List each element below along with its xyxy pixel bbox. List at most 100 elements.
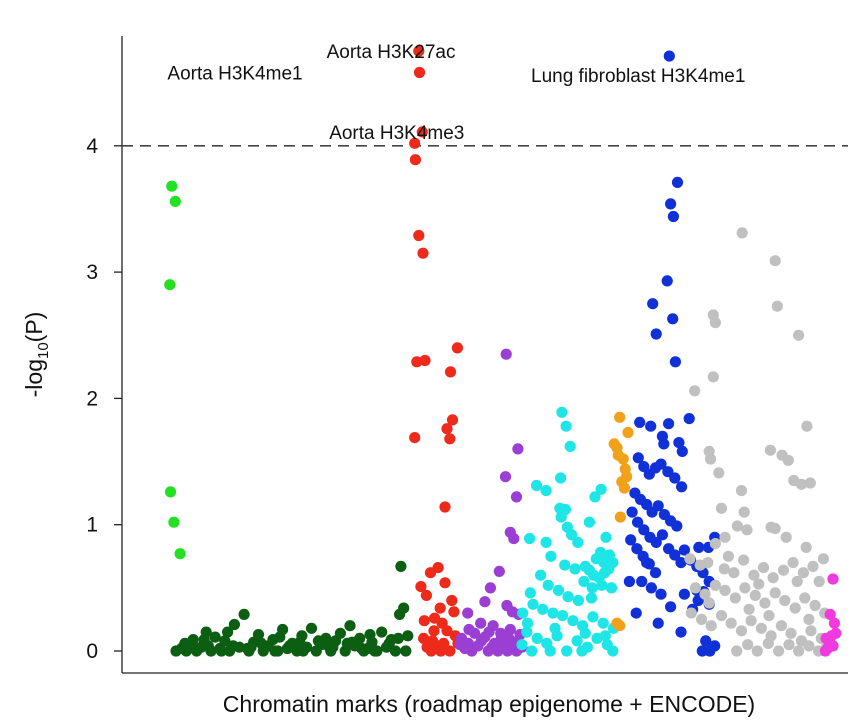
data-point xyxy=(671,520,683,532)
data-point xyxy=(828,617,841,629)
data-point xyxy=(603,563,615,575)
data-point xyxy=(346,636,358,648)
data-point xyxy=(500,348,512,360)
data-point xyxy=(622,426,634,439)
data-point xyxy=(283,640,296,652)
data-point xyxy=(757,562,770,574)
data-point xyxy=(508,533,520,545)
data-point xyxy=(704,645,716,657)
data-point xyxy=(661,275,673,287)
y-axis-title: -log10(P) xyxy=(21,312,52,398)
data-point xyxy=(783,639,795,651)
data-point xyxy=(649,567,662,579)
data-point xyxy=(420,589,432,602)
data-point xyxy=(187,634,199,646)
data-point xyxy=(418,632,430,645)
data-point xyxy=(446,594,458,607)
data-point xyxy=(632,516,644,528)
y-tick-label: 4 xyxy=(86,135,98,158)
data-point xyxy=(607,645,619,657)
data-point xyxy=(395,560,407,573)
data-point xyxy=(669,356,682,368)
data-point xyxy=(472,640,484,652)
data-point xyxy=(415,581,427,593)
data-point xyxy=(441,423,453,435)
data-point xyxy=(685,607,697,619)
data-point xyxy=(578,575,590,588)
data-point xyxy=(439,577,451,589)
data-point xyxy=(398,602,410,614)
y-tick-label: 3 xyxy=(86,261,98,284)
data-point xyxy=(597,617,609,629)
data-point xyxy=(555,511,567,523)
data-point xyxy=(684,553,696,565)
data-point xyxy=(663,50,675,62)
data-point xyxy=(364,629,376,641)
data-point xyxy=(334,627,346,639)
data-point xyxy=(663,418,675,430)
data-point xyxy=(297,645,309,657)
data-point xyxy=(219,635,231,647)
data-point xyxy=(782,454,794,466)
data-point xyxy=(586,582,598,594)
data-point xyxy=(535,569,547,581)
data-point xyxy=(759,597,771,609)
data-point xyxy=(544,645,556,657)
data-point xyxy=(634,416,646,428)
data-point xyxy=(524,587,536,599)
data-point xyxy=(769,522,781,535)
data-point xyxy=(540,485,552,497)
data-point xyxy=(530,479,543,492)
data-point xyxy=(819,645,832,657)
data-point xyxy=(749,589,761,602)
data-point xyxy=(599,630,611,642)
data-point xyxy=(255,637,267,650)
y-tick-label: 2 xyxy=(86,387,98,410)
data-point xyxy=(411,356,423,368)
data-point xyxy=(742,639,754,651)
data-point xyxy=(547,607,559,619)
y-ticks: 0 1 2 3 4 xyxy=(86,135,122,663)
data-point xyxy=(432,562,444,574)
data-point xyxy=(344,620,356,632)
data-point xyxy=(617,453,629,465)
data-point xyxy=(715,610,728,622)
data-point xyxy=(531,632,543,645)
data-point xyxy=(446,414,459,426)
data-point xyxy=(650,328,662,340)
data-point xyxy=(587,611,599,623)
data-point xyxy=(444,366,457,378)
data-point xyxy=(585,592,598,604)
data-point xyxy=(369,645,381,657)
data-point xyxy=(671,176,684,188)
data-point xyxy=(769,255,781,267)
data-point xyxy=(753,578,765,590)
data-point xyxy=(510,491,523,503)
data-point xyxy=(693,541,705,554)
data-point xyxy=(809,599,821,612)
data-point xyxy=(409,137,421,149)
data-point xyxy=(803,640,815,652)
data-point xyxy=(418,615,430,627)
data-point xyxy=(413,229,425,242)
data-point xyxy=(614,411,626,423)
data-point xyxy=(779,594,791,607)
data-point xyxy=(227,640,239,652)
data-point xyxy=(793,645,805,657)
data-point xyxy=(678,588,691,600)
data-point xyxy=(718,563,730,575)
point-annotation: Aorta H3K27ac xyxy=(327,42,456,63)
data-point xyxy=(569,563,581,575)
data-point xyxy=(462,607,474,619)
data-point xyxy=(222,626,234,638)
data-point xyxy=(785,627,797,639)
data-point xyxy=(719,584,731,597)
data-point xyxy=(392,632,404,645)
data-point xyxy=(215,645,227,657)
point-annotation: Aorta H3K4me1 xyxy=(167,64,302,85)
data-point xyxy=(787,557,799,569)
data-point xyxy=(484,582,496,594)
data-point xyxy=(561,645,573,657)
data-point xyxy=(483,626,495,638)
data-point xyxy=(413,45,425,57)
